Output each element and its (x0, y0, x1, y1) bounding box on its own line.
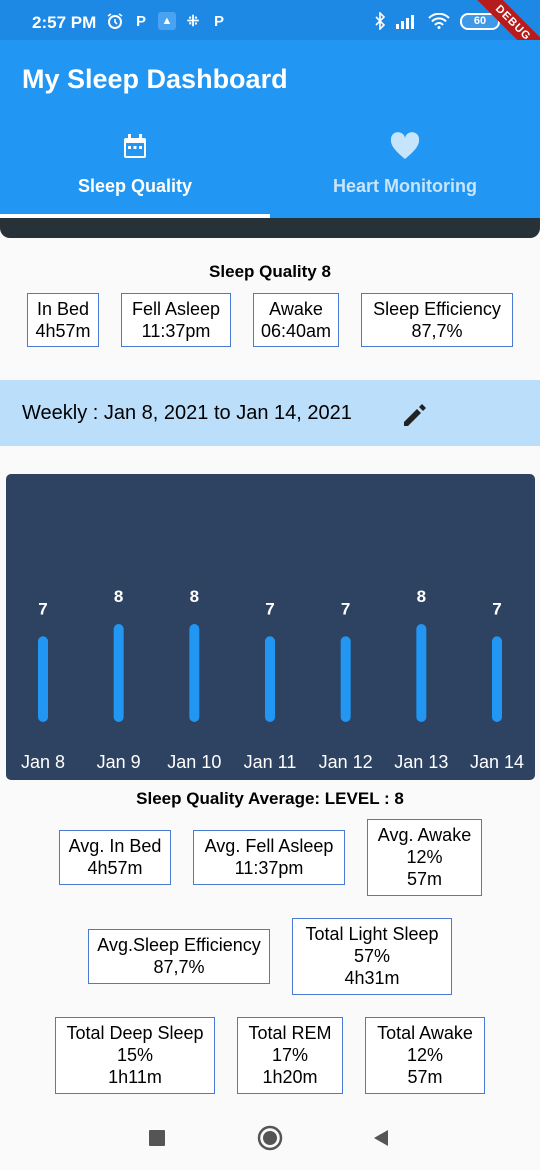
tab-selection-indicator (0, 214, 270, 218)
status-bar: 2:57 PM P ▲ ⁜ P 60 DEBUG (0, 0, 540, 76)
chart-category-label: Jan 8 (21, 752, 65, 772)
stat-label: Avg. Fell Asleep (204, 836, 334, 856)
stat-percent: 15% (116, 1045, 154, 1065)
stat-value: 57m (407, 1067, 443, 1087)
chart-value-label: 7 (38, 599, 47, 618)
tab-heart-monitoring[interactable]: Heart Monitoring (270, 132, 540, 218)
stat-percent: 17% (271, 1045, 309, 1065)
stat-value: 11:37pm (234, 858, 304, 878)
stat-label: Total Deep Sleep (66, 1023, 204, 1043)
total-deep-sleep: Total Deep Sleep 15% 1h11m (55, 1017, 215, 1094)
stat-label: Total Awake (377, 1023, 473, 1043)
chart-category-label: Jan 10 (167, 752, 221, 772)
bluetooth-icon (375, 12, 386, 30)
chart-value-label: 8 (190, 587, 199, 606)
chart-canvas: 7 Jan 8 8 Jan 9 8 Jan 10 7 Jan 11 7 Jan 12 8 Jan 13… (21, 587, 524, 772)
stat-value: 1h20m (262, 1067, 318, 1087)
stat-in-bed: In Bed 4h57m (27, 293, 99, 347)
chart-bar (113, 624, 124, 722)
stat-value: 4h31m (344, 968, 400, 988)
chart-category-label: Jan 12 (319, 752, 373, 772)
stat-label: Avg.Sleep Efficiency (97, 935, 261, 955)
stat-percent: 57% (353, 946, 391, 966)
calendar-icon (124, 134, 146, 158)
stat-label: Fell Asleep (131, 299, 221, 319)
stat-value: 06:40am (260, 321, 332, 341)
chart-value-label: 8 (114, 587, 123, 606)
stat-percent: 12% (406, 1045, 444, 1065)
status-notification-icons: P ▲ ⁜ P (106, 12, 228, 30)
stat-value: 1h11m (108, 1067, 162, 1087)
slack-icon: ⁜ (186, 13, 200, 30)
weekly-range-text: Weekly : Jan 8, 2021 to Jan 14, 2021 (22, 402, 352, 424)
chart-bar (189, 624, 200, 722)
stat-label: Awake (269, 299, 323, 319)
total-awake: Total Awake 12% 57m (365, 1017, 485, 1094)
wifi-icon (428, 13, 450, 29)
stat-value: 87,7% (153, 957, 205, 977)
chart-category-label: Jan 13 (394, 752, 448, 772)
avg-in-bed: Avg. In Bed 4h57m (59, 830, 171, 885)
stat-value: 11:37pm (141, 321, 211, 341)
chart-category-label: Jan 9 (97, 752, 141, 772)
status-time: 2:57 PM (32, 13, 97, 32)
stat-label: Sleep Efficiency (373, 299, 501, 319)
stat-label: In Bed (36, 299, 90, 319)
stat-awake: Awake 06:40am (253, 293, 339, 347)
stat-value: 57m (406, 869, 442, 889)
stat-label: Total Light Sleep (305, 924, 439, 944)
chart-bar (492, 636, 502, 722)
app-bar: My Sleep Dashboard Sleep Quality Heart M… (0, 40, 540, 218)
chart-value-label: 7 (341, 599, 350, 618)
stat-fell-asleep: Fell Asleep 11:37pm (121, 293, 231, 347)
recents-square-icon[interactable] (142, 1123, 172, 1153)
chart-value-label: 7 (265, 599, 274, 618)
app-bar-shadow-strip (0, 218, 540, 238)
chart-bar (38, 636, 48, 722)
p-app-icon: P (213, 12, 224, 30)
tab-label: Heart Monitoring (333, 176, 477, 196)
app-title: My Sleep Dashboard (22, 64, 288, 94)
home-circle-icon[interactable] (255, 1123, 285, 1153)
back-triangle-icon[interactable] (366, 1123, 396, 1153)
image-app-icon: ▲ (158, 12, 176, 30)
stat-label: Total REM (248, 1023, 332, 1043)
battery-indicator: 60 (460, 12, 500, 30)
alarm-icon (107, 13, 123, 29)
p-app-icon: P (135, 12, 146, 30)
avg-fell-asleep: Avg. Fell Asleep 11:37pm (193, 830, 345, 885)
chart-category-label: Jan 11 (244, 752, 297, 772)
weekly-sleep-chart: 7 Jan 8 8 Jan 9 8 Jan 10 7 Jan 11 7 Jan 12 8 Jan 13… (6, 474, 535, 780)
total-rem: Total REM 17% 1h20m (237, 1017, 343, 1094)
heart-icon (390, 132, 420, 159)
total-light-sleep: Total Light Sleep 57% 4h31m (292, 918, 452, 995)
system-nav-bar (0, 1105, 540, 1170)
tab-sleep-quality[interactable]: Sleep Quality (0, 132, 270, 218)
chart-value-label: 8 (417, 587, 426, 606)
sleep-average-title: Sleep Quality Average: LEVEL : 8 (136, 789, 404, 808)
pencil-icon[interactable] (400, 400, 430, 430)
chart-value-label: 7 (492, 599, 501, 618)
stat-value: 87,7% (411, 321, 463, 341)
stat-percent: 12% (406, 847, 443, 867)
chart-bar (340, 636, 351, 722)
status-system-icons: 60 (374, 12, 500, 30)
avg-awake: Avg. Awake 12% 57m (367, 819, 482, 896)
stat-label: Avg. Awake (377, 825, 472, 845)
chart-bar (416, 624, 427, 722)
stat-value: 4h57m (87, 858, 143, 878)
weekly-range-bar: Weekly : Jan 8, 2021 to Jan 14, 2021 (0, 380, 540, 446)
signal-icon (396, 15, 414, 29)
chart-bar (265, 636, 275, 722)
tab-label: Sleep Quality (77, 176, 193, 196)
sleep-quality-title: Sleep Quality 8 (209, 262, 331, 281)
stat-value: 4h57m (35, 321, 91, 341)
stat-sleep-efficiency: Sleep Efficiency 87,7% (361, 293, 513, 347)
avg-sleep-efficiency: Avg.Sleep Efficiency 87,7% (88, 929, 270, 984)
stat-label: Avg. In Bed (68, 836, 162, 856)
chart-category-label: Jan 14 (470, 752, 524, 772)
